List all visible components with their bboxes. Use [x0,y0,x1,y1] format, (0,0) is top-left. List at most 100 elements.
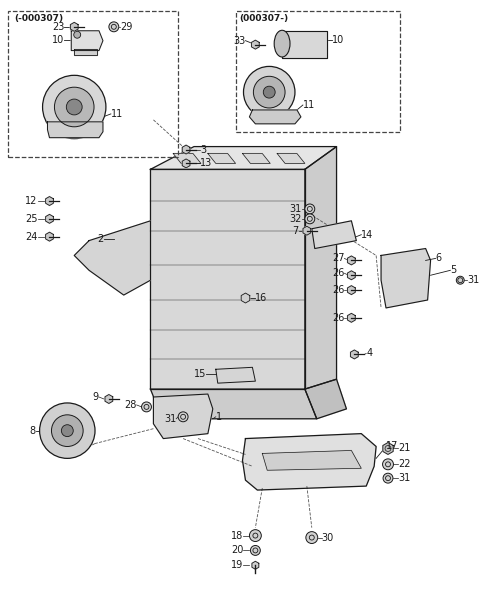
Text: 9: 9 [93,392,99,402]
Text: 28: 28 [124,400,137,410]
Circle shape [39,403,95,459]
Polygon shape [46,215,53,224]
Text: 24: 24 [25,231,37,242]
Text: 26: 26 [332,268,345,278]
Circle shape [264,86,275,98]
Polygon shape [46,232,53,241]
Polygon shape [241,293,250,303]
Text: 3: 3 [200,145,206,154]
Circle shape [383,459,394,470]
Polygon shape [216,367,255,383]
Circle shape [109,22,119,32]
Text: (-000307): (-000307) [14,14,63,23]
Polygon shape [71,31,103,50]
Circle shape [43,75,106,139]
Circle shape [251,546,260,555]
Text: 30: 30 [322,532,334,543]
Text: 26: 26 [332,285,345,295]
Circle shape [54,87,94,127]
Text: 15: 15 [193,369,206,379]
Polygon shape [252,40,259,49]
Text: 13: 13 [200,159,212,168]
Polygon shape [242,434,376,490]
Circle shape [243,66,295,118]
Polygon shape [262,451,361,470]
Circle shape [253,76,285,108]
Text: 31: 31 [398,473,410,483]
Text: 31: 31 [164,413,176,424]
Polygon shape [282,31,326,58]
Circle shape [74,31,81,38]
Text: 20: 20 [231,546,243,555]
Polygon shape [381,249,431,308]
Text: 23: 23 [52,22,64,32]
Text: 29: 29 [120,22,132,32]
Bar [8,11,178,157]
Polygon shape [242,153,270,163]
Circle shape [383,473,393,483]
Polygon shape [48,122,103,138]
Circle shape [306,532,318,543]
Polygon shape [383,442,393,454]
Circle shape [456,276,464,284]
Circle shape [142,402,152,412]
Text: 32: 32 [289,214,302,224]
Polygon shape [305,147,336,389]
Polygon shape [46,197,53,206]
Polygon shape [250,110,301,124]
Polygon shape [150,389,317,419]
Text: 6: 6 [435,254,442,263]
Ellipse shape [274,30,290,57]
Circle shape [305,204,315,214]
Polygon shape [154,394,213,439]
Text: 22: 22 [398,459,410,469]
Polygon shape [312,221,356,249]
Polygon shape [348,285,355,294]
Text: 21: 21 [398,444,410,454]
Polygon shape [252,561,259,569]
Circle shape [61,425,73,436]
Text: 18: 18 [231,531,243,540]
Text: 26: 26 [332,313,345,323]
Polygon shape [71,22,78,31]
Text: 31: 31 [289,204,302,214]
Text: 8: 8 [29,426,36,436]
Polygon shape [150,169,305,389]
Polygon shape [208,153,236,163]
Polygon shape [105,394,113,403]
Polygon shape [277,153,305,163]
Polygon shape [348,256,355,265]
Text: 11: 11 [303,100,315,110]
Circle shape [305,214,315,224]
Circle shape [178,412,188,422]
Polygon shape [150,147,336,169]
Text: 27: 27 [332,254,345,263]
Polygon shape [182,145,190,154]
Polygon shape [305,379,347,419]
Text: 33: 33 [233,35,245,46]
Text: 5: 5 [450,265,456,275]
Polygon shape [350,350,358,359]
Circle shape [51,415,83,447]
Polygon shape [173,153,201,163]
Circle shape [66,99,82,115]
Text: 17: 17 [386,442,398,451]
Text: 14: 14 [361,230,373,240]
Text: 25: 25 [25,214,37,224]
Text: 11: 11 [111,109,123,119]
Text: 16: 16 [255,293,268,303]
Circle shape [250,529,261,542]
Text: (000307-): (000307-) [240,14,288,23]
Bar [236,11,400,132]
Text: 12: 12 [25,196,37,206]
Polygon shape [74,221,150,295]
Text: 1: 1 [216,412,222,422]
Text: 19: 19 [231,560,243,570]
Polygon shape [182,159,190,168]
Text: 7: 7 [293,226,299,236]
Text: 4: 4 [366,349,372,358]
Polygon shape [74,49,97,55]
Polygon shape [348,313,355,322]
Text: 2: 2 [98,234,104,243]
Polygon shape [348,271,355,279]
